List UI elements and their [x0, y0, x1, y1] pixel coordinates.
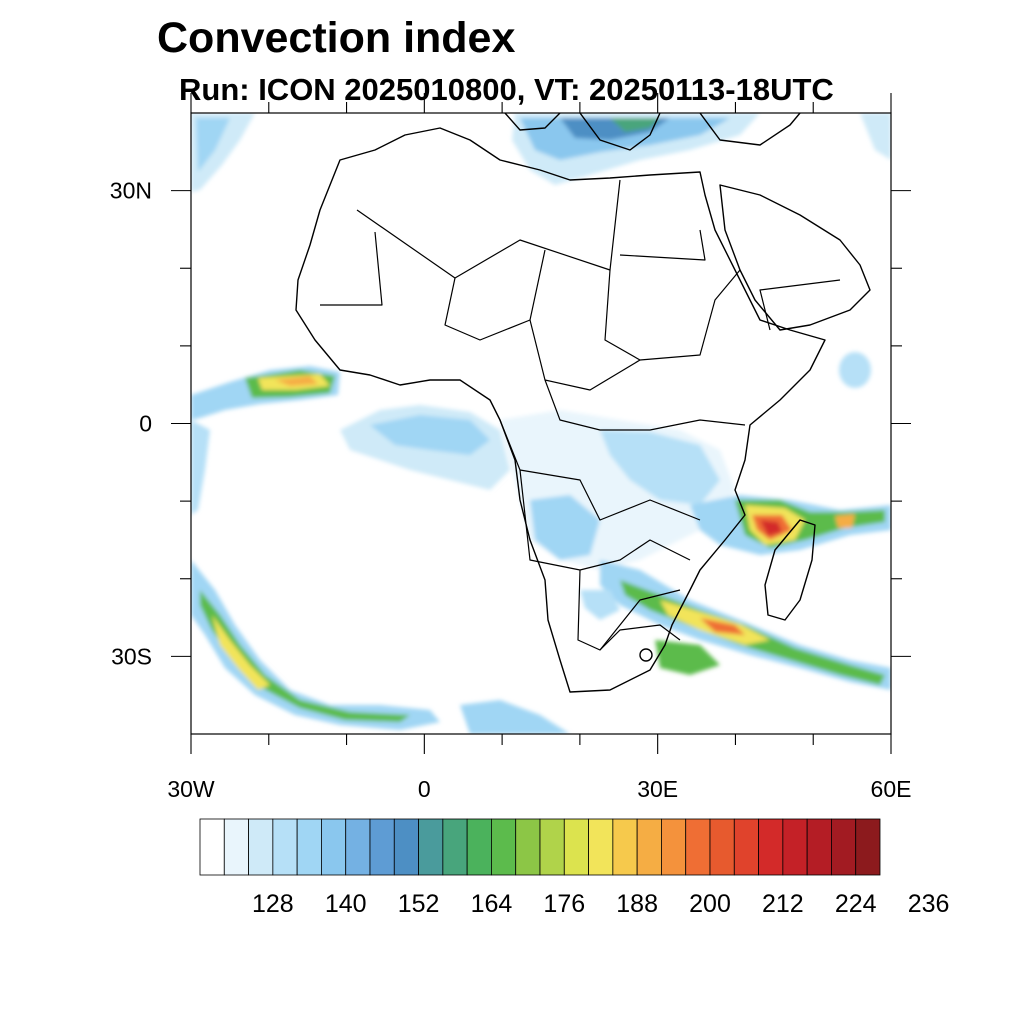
colorbar-swatch [296, 818, 322, 876]
colorbar-swatch [321, 818, 347, 876]
colorbar-label: 224 [835, 890, 877, 918]
y-tick-label: 30N [110, 178, 152, 204]
colorbar-swatch [491, 818, 517, 876]
colorbar-swatch [588, 818, 614, 876]
colorbar-swatch [733, 818, 759, 876]
colorbar-label: 140 [325, 890, 367, 918]
colorbar-swatch [466, 818, 492, 876]
colorbar-swatch [758, 818, 784, 876]
colorbar-label: 128 [252, 890, 294, 918]
colorbar-swatch [515, 818, 541, 876]
colorbar [199, 818, 881, 876]
colorbar-label: 152 [398, 890, 440, 918]
coastlines [295, 113, 871, 693]
colorbar-swatch [685, 818, 711, 876]
colorbar-swatch [806, 818, 832, 876]
y-tick-label: 0 [139, 411, 152, 437]
colorbar-swatch [709, 818, 735, 876]
x-tick-label: 60E [871, 776, 912, 802]
colorbar-swatch [636, 818, 662, 876]
axis-tick-labels: 30W 0 30E 60E 30N 0 30S [110, 178, 912, 802]
colorbar-swatch [831, 818, 857, 876]
colorbar-swatch [855, 818, 881, 876]
colorbar-swatch [442, 818, 468, 876]
colorbar-swatch [418, 818, 444, 876]
colorbar-label: 236 [908, 890, 950, 918]
country-borders [320, 179, 841, 651]
y-tick-label: 30S [111, 643, 152, 669]
colorbar-swatch [272, 818, 298, 876]
colorbar-label: 188 [616, 890, 658, 918]
colorbar-label: 164 [471, 890, 513, 918]
x-tick-label: 30W [167, 776, 215, 802]
axis-ticks [171, 93, 911, 754]
colorbar-label: 176 [543, 890, 585, 918]
colorbar-swatch [223, 818, 249, 876]
colorbar-swatch [393, 818, 419, 876]
map-title: Convection index [157, 14, 516, 62]
colorbar-swatch [563, 818, 589, 876]
x-tick-label: 0 [418, 776, 431, 802]
colorbar-label: 200 [689, 890, 731, 918]
colorbar-swatch [782, 818, 808, 876]
colorbar-swatch [369, 818, 395, 876]
colorbar-swatch [539, 818, 565, 876]
convection-field [191, 113, 891, 734]
map-subtitle: Run: ICON 2025010800, VT: 20250113-18UTC [179, 72, 834, 107]
x-tick-label: 30E [637, 776, 678, 802]
colorbar-swatch [661, 818, 687, 876]
colorbar-swatch [345, 818, 371, 876]
colorbar-swatch [612, 818, 638, 876]
colorbar-label: 212 [762, 890, 804, 918]
colorbar-swatch [199, 818, 225, 876]
colorbar-labels: 128 140 152 164 176 188 200 212 224 236 [252, 890, 949, 918]
colorbar-swatch [248, 818, 274, 876]
